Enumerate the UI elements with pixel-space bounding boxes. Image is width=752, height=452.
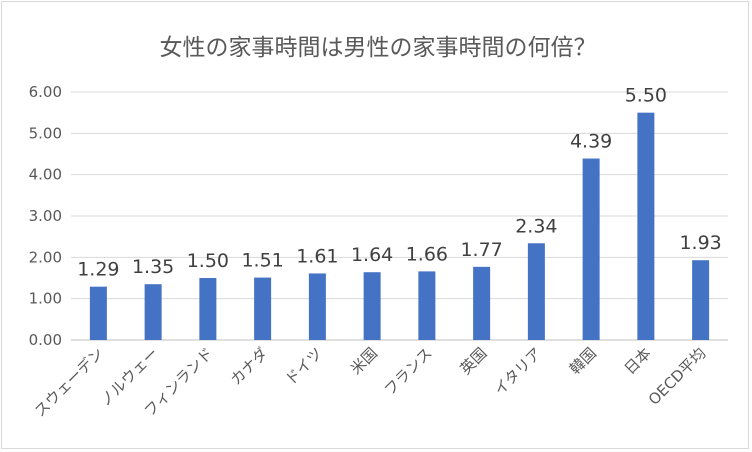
bar xyxy=(527,243,545,340)
y-axis-ticks: 0.00 1.00 2.00 3.00 4.00 5.00 6.00 xyxy=(29,83,62,349)
gridlines xyxy=(71,91,728,341)
data-label: 2.34 xyxy=(515,215,557,237)
bar xyxy=(254,277,272,340)
bar xyxy=(473,266,491,340)
data-label: 1.64 xyxy=(351,244,393,266)
y-tick-label: 5.00 xyxy=(29,124,62,142)
data-label: 1.50 xyxy=(187,250,229,272)
y-tick-label: 3.00 xyxy=(29,207,62,225)
data-label: 5.50 xyxy=(625,85,667,107)
x-tick-label: フランス xyxy=(381,344,436,399)
data-label: 1.29 xyxy=(77,259,119,281)
x-tick-label: 韓国 xyxy=(566,344,600,378)
bar xyxy=(199,278,217,340)
y-tick-label: 1.00 xyxy=(29,290,62,308)
bar xyxy=(418,271,436,340)
x-tick-label: 英国 xyxy=(457,344,491,378)
bar xyxy=(144,284,162,340)
x-tick-label: ドイツ xyxy=(282,344,327,389)
data-label: 1.61 xyxy=(296,245,338,267)
bars xyxy=(89,112,710,341)
bar xyxy=(582,158,600,340)
data-labels: 1.29 1.35 1.50 1.51 1.61 1.64 1.66 1.77 2.34 4.39… xyxy=(77,85,722,281)
data-label: 4.39 xyxy=(570,131,612,153)
y-tick-label: 2.00 xyxy=(29,248,62,266)
y-tick-label: 0.00 xyxy=(29,331,62,349)
x-tick-label: OECD平均 xyxy=(645,344,710,409)
y-tick-label: 6.00 xyxy=(29,83,62,101)
x-tick-label: カナダ xyxy=(227,344,272,389)
data-label: 1.77 xyxy=(460,239,502,261)
x-tick-label: スウェーデン xyxy=(31,344,107,420)
y-tick-label: 4.00 xyxy=(29,166,62,184)
chart-title: 女性の家事時間は男性の家事時間の何倍？ xyxy=(160,35,597,61)
data-label: 1.35 xyxy=(132,256,174,278)
data-label: 1.93 xyxy=(679,232,721,254)
x-tick-label: 米国 xyxy=(347,344,381,378)
x-tick-label: 日本 xyxy=(621,344,655,378)
bar xyxy=(308,273,326,340)
x-tick-label: イタリア xyxy=(490,344,545,399)
bar xyxy=(89,286,107,340)
bar xyxy=(637,112,655,341)
bar xyxy=(692,260,710,340)
data-label: 1.66 xyxy=(406,243,448,265)
bar xyxy=(363,272,381,340)
data-label: 1.51 xyxy=(241,250,283,272)
